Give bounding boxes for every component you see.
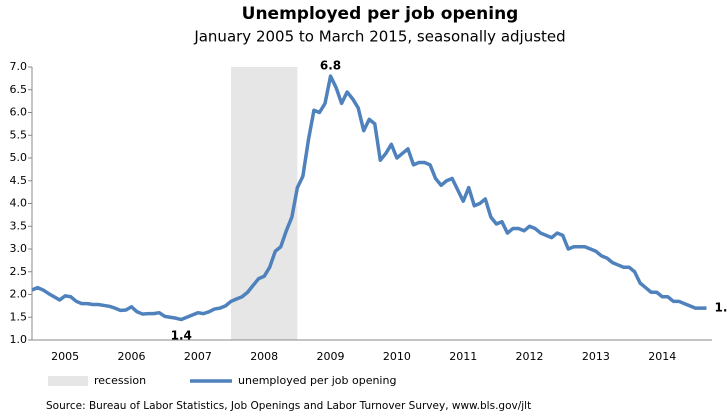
x-tick-label: 2012 bbox=[516, 350, 544, 363]
x-tick-label: 2014 bbox=[648, 350, 676, 363]
y-tick-label: 6.0 bbox=[10, 106, 28, 119]
y-tick-label: 2.0 bbox=[10, 288, 28, 301]
chart-title: Unemployed per job opening bbox=[242, 4, 519, 24]
y-tick-label: 7.0 bbox=[10, 60, 28, 73]
x-tick-label: 2007 bbox=[184, 350, 212, 363]
x-tick-label: 2010 bbox=[383, 350, 411, 363]
data-line bbox=[31, 74, 707, 322]
x-tick-label: 2008 bbox=[250, 350, 278, 363]
legend-label: recession bbox=[94, 374, 146, 387]
y-tick-label: 4.5 bbox=[10, 174, 28, 187]
legend-swatch bbox=[48, 376, 88, 386]
chart-subtitle: January 2005 to March 2015, seasonally a… bbox=[193, 28, 565, 46]
x-tick-label: 2006 bbox=[118, 350, 146, 363]
x-tick-label: 2013 bbox=[582, 350, 610, 363]
y-tick-label: 5.0 bbox=[10, 151, 28, 164]
x-tick-label: 2011 bbox=[449, 350, 477, 363]
y-tick-label: 1.0 bbox=[10, 333, 28, 346]
legend-label: unemployed per job opening bbox=[238, 374, 396, 387]
annotation: 6.8 bbox=[320, 59, 341, 73]
y-tick-label: 5.5 bbox=[10, 128, 28, 141]
y-tick-label: 3.5 bbox=[10, 219, 28, 232]
recession-band bbox=[231, 67, 298, 340]
x-tick-label: 2005 bbox=[51, 350, 79, 363]
y-tick-label: 3.0 bbox=[10, 242, 28, 255]
y-tick-label: 2.5 bbox=[10, 265, 28, 278]
y-tick-label: 1.5 bbox=[10, 310, 28, 323]
y-tick-label: 6.5 bbox=[10, 83, 28, 96]
source-note: Source: Bureau of Labor Statistics, Job … bbox=[46, 400, 531, 412]
annotation: 1.4 bbox=[171, 328, 192, 342]
y-tick-label: 4.0 bbox=[10, 197, 28, 210]
x-tick-label: 2009 bbox=[317, 350, 345, 363]
annotation: 1.7 bbox=[714, 301, 727, 315]
